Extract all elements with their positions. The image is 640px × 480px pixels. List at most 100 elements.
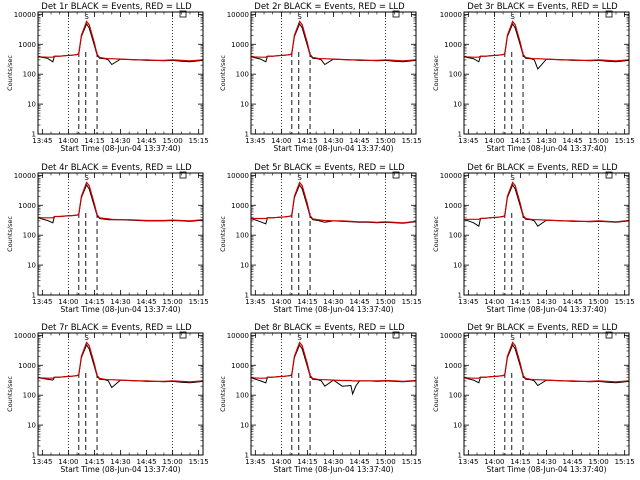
plot-frame bbox=[37, 172, 204, 296]
x-axis-label: Start Time (08-Jun-04 13:37:40) bbox=[61, 465, 181, 474]
y-tick-label: 10 bbox=[27, 422, 36, 430]
x-tick-label: 14:00 bbox=[484, 298, 504, 306]
x-tick-label: 13:45 bbox=[32, 298, 52, 306]
y-tick-label: 1 bbox=[32, 131, 36, 139]
x-tick-label: 13:45 bbox=[245, 298, 265, 306]
x-tick-label: 14:15 bbox=[510, 298, 530, 306]
x-tick-label: 15:00 bbox=[589, 137, 609, 145]
x-tick-label: 15:15 bbox=[615, 137, 635, 145]
y-axis-label: Counts/sec bbox=[432, 55, 440, 91]
plot-frame bbox=[250, 332, 417, 456]
y-tick-label: 100 bbox=[23, 232, 36, 240]
x-tick-label: 14:30 bbox=[323, 298, 343, 306]
series-line-events bbox=[250, 22, 417, 66]
x-tick-label: 15:00 bbox=[163, 137, 183, 145]
x-tick-label: 14:45 bbox=[349, 137, 369, 145]
series-line-events bbox=[37, 183, 204, 224]
x-tick-label: 14:45 bbox=[562, 137, 582, 145]
x-tick-label: 15:00 bbox=[163, 298, 183, 306]
x-tick-label: 15:00 bbox=[376, 458, 396, 466]
y-tick-label: 10 bbox=[240, 262, 249, 270]
y-axis-label: Counts/sec bbox=[432, 216, 440, 252]
x-tick-label: 14:45 bbox=[136, 458, 156, 466]
y-tick-label: 1 bbox=[245, 131, 249, 139]
x-axis-label: Start Time (08-Jun-04 13:37:40) bbox=[274, 305, 394, 314]
panel-title: Det 4r BLACK = Events, RED = LLD bbox=[41, 163, 192, 173]
y-tick-label: 10 bbox=[453, 262, 462, 270]
y-tick-label: 1000 bbox=[18, 202, 36, 210]
series-line-lld bbox=[37, 20, 204, 62]
x-tick-label: 15:15 bbox=[615, 298, 635, 306]
y-tick-label: 10 bbox=[240, 101, 249, 109]
x-tick-label: 14:30 bbox=[110, 137, 130, 145]
flare-marker-s: S bbox=[510, 174, 515, 182]
flare-marker-s: S bbox=[84, 174, 89, 182]
series-line-lld bbox=[463, 20, 630, 62]
y-tick-label: 1 bbox=[32, 292, 36, 300]
x-tick-label: 14:45 bbox=[136, 137, 156, 145]
x-tick-label: 14:15 bbox=[297, 298, 317, 306]
x-tick-label: 14:15 bbox=[84, 458, 104, 466]
y-tick-label: 10000 bbox=[14, 11, 36, 19]
panel-title: Det 5r BLACK = Events, RED = LLD bbox=[254, 163, 405, 173]
x-tick-label: 14:15 bbox=[297, 137, 317, 145]
x-tick-label: 15:15 bbox=[189, 137, 209, 145]
x-tick-label: 15:00 bbox=[376, 137, 396, 145]
y-tick-label: 10 bbox=[27, 101, 36, 109]
x-tick-label: 13:45 bbox=[245, 137, 265, 145]
x-tick-label: 15:15 bbox=[402, 137, 422, 145]
attenuator-marker-box bbox=[392, 10, 400, 18]
y-tick-label: 1000 bbox=[444, 362, 462, 370]
y-tick-label: 1000 bbox=[444, 202, 462, 210]
y-tick-label: 10000 bbox=[440, 11, 462, 19]
x-tick-label: 14:30 bbox=[536, 458, 556, 466]
y-axis-label: Counts/sec bbox=[6, 376, 14, 412]
y-tick-label: 10 bbox=[453, 101, 462, 109]
y-tick-label: 100 bbox=[236, 232, 249, 240]
y-tick-label: 1000 bbox=[231, 362, 249, 370]
x-tick-label: 14:00 bbox=[58, 298, 78, 306]
flare-marker-s: S bbox=[84, 13, 89, 21]
x-tick-label: 14:15 bbox=[84, 298, 104, 306]
x-tick-label: 15:15 bbox=[189, 458, 209, 466]
x-tick-label: 14:15 bbox=[510, 137, 530, 145]
series-line-events bbox=[37, 22, 204, 66]
attenuator-marker-box bbox=[605, 10, 613, 18]
plot-frame bbox=[37, 11, 204, 135]
y-tick-label: 10000 bbox=[440, 332, 462, 340]
series-line-events bbox=[250, 343, 417, 396]
x-tick-label: 15:15 bbox=[402, 298, 422, 306]
x-axis-label: Start Time (08-Jun-04 13:37:40) bbox=[61, 144, 181, 153]
x-tick-label: 15:15 bbox=[402, 458, 422, 466]
x-axis-label: Start Time (08-Jun-04 13:37:40) bbox=[61, 305, 181, 314]
x-tick-label: 13:45 bbox=[458, 458, 478, 466]
x-axis-label: Start Time (08-Jun-04 13:37:40) bbox=[487, 144, 607, 153]
panel-title: Det 6r BLACK = Events, RED = LLD bbox=[467, 163, 618, 173]
x-axis-label: Start Time (08-Jun-04 13:37:40) bbox=[487, 465, 607, 474]
series-line-lld bbox=[38, 181, 204, 222]
y-tick-label: 1000 bbox=[444, 41, 462, 49]
y-axis-label: Counts/sec bbox=[219, 216, 227, 252]
series-line-events bbox=[463, 22, 630, 70]
plot-frame bbox=[463, 332, 630, 456]
y-tick-label: 1000 bbox=[231, 41, 249, 49]
attenuator-marker-box bbox=[392, 331, 400, 339]
panel-title: Det 8r BLACK = Events, RED = LLD bbox=[254, 323, 405, 333]
y-tick-label: 10 bbox=[453, 422, 462, 430]
y-tick-label: 1 bbox=[458, 131, 462, 139]
flare-marker-s: S bbox=[510, 334, 515, 342]
y-tick-label: 1000 bbox=[18, 41, 36, 49]
flare-marker-s: S bbox=[84, 334, 89, 342]
attenuator-marker-box bbox=[179, 10, 187, 18]
series-line-lld bbox=[250, 20, 417, 62]
x-tick-label: 13:45 bbox=[32, 458, 52, 466]
attenuator-marker-box bbox=[605, 171, 613, 179]
y-tick-label: 10 bbox=[27, 262, 36, 270]
y-tick-label: 10000 bbox=[440, 172, 462, 180]
